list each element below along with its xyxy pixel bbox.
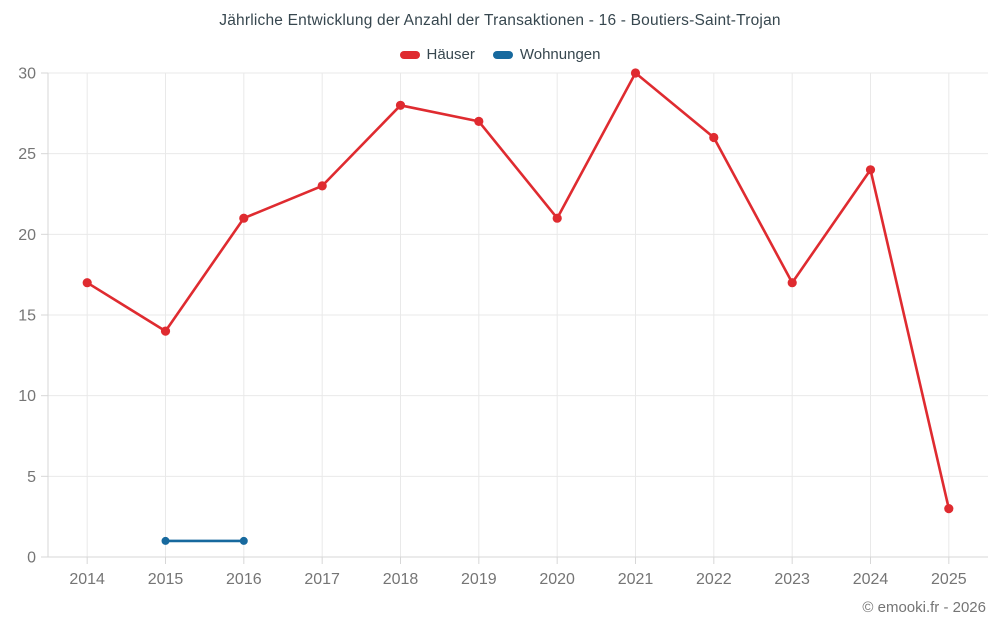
- y-tick-label: 5: [27, 469, 36, 486]
- x-tick-label: 2021: [618, 571, 654, 588]
- data-point-ha-user-2016[interactable]: [239, 213, 249, 223]
- x-tick-label: 2016: [226, 571, 262, 588]
- data-point-wohnungen-2015[interactable]: [161, 536, 170, 545]
- x-tick-label: 2020: [539, 571, 575, 588]
- y-tick-label: 30: [18, 66, 36, 83]
- series-line-ha-user: [85, 71, 951, 510]
- x-tick-label: 2014: [69, 571, 105, 588]
- gridlines: [48, 72, 988, 558]
- y-tick-label: 0: [27, 550, 36, 567]
- legend-item[interactable]: Wohnungen: [492, 46, 601, 63]
- data-point-ha-user-2020[interactable]: [552, 213, 562, 223]
- chart-legend: Häuser Wohnungen: [0, 46, 1000, 63]
- data-point-ha-user-2015[interactable]: [160, 326, 171, 336]
- x-tick-label: 2024: [853, 571, 889, 588]
- series-ha-user: [82, 68, 954, 514]
- x-tick-label: 2018: [383, 571, 419, 588]
- x-tick-label: 2025: [931, 571, 967, 588]
- y-axis-labels: 0 5 10 15 20 25 30: [18, 66, 36, 567]
- footer-credit: © emooki.fr - 2026: [862, 599, 986, 616]
- data-point-ha-user-2017[interactable]: [317, 181, 327, 191]
- x-tick-label: 2022: [696, 571, 732, 588]
- y-tick-label: 20: [18, 227, 36, 244]
- data-point-ha-user-2023[interactable]: [787, 278, 797, 288]
- data-point-ha-user-2024[interactable]: [865, 165, 876, 175]
- x-tick-label: 2023: [774, 571, 810, 588]
- data-point-wohnungen-2016[interactable]: [239, 536, 248, 545]
- legend-swatch: [492, 50, 513, 59]
- legend-label: Häuser: [426, 46, 475, 63]
- x-tick-label: 2019: [461, 571, 497, 588]
- legend-label: Wohnungen: [519, 46, 601, 63]
- x-axis-labels: 2014 2015 2016 2017 2018 2019 2020 2021 2022 2023…: [69, 571, 966, 588]
- y-tick-label: 10: [18, 388, 36, 405]
- data-point-ha-user-2019[interactable]: [474, 116, 484, 126]
- legend-item[interactable]: Häuser: [399, 46, 475, 63]
- series-wohnungen: [161, 536, 248, 545]
- chart-title: Jährliche Entwicklung der Anzahl der Tra…: [219, 12, 781, 29]
- x-tick-label: 2017: [304, 571, 340, 588]
- legend-swatch: [399, 50, 420, 59]
- y-tick-label: 15: [18, 308, 36, 325]
- tick-marks: [41, 72, 950, 564]
- y-tick-label: 25: [18, 146, 36, 163]
- data-point-ha-user-2021[interactable]: [630, 68, 641, 78]
- data-point-ha-user-2014[interactable]: [82, 278, 92, 288]
- data-point-ha-user-2018[interactable]: [395, 100, 406, 110]
- data-point-ha-user-2025[interactable]: [944, 504, 954, 514]
- data-point-ha-user-2022[interactable]: [709, 132, 719, 143]
- x-tick-label: 2015: [148, 571, 184, 588]
